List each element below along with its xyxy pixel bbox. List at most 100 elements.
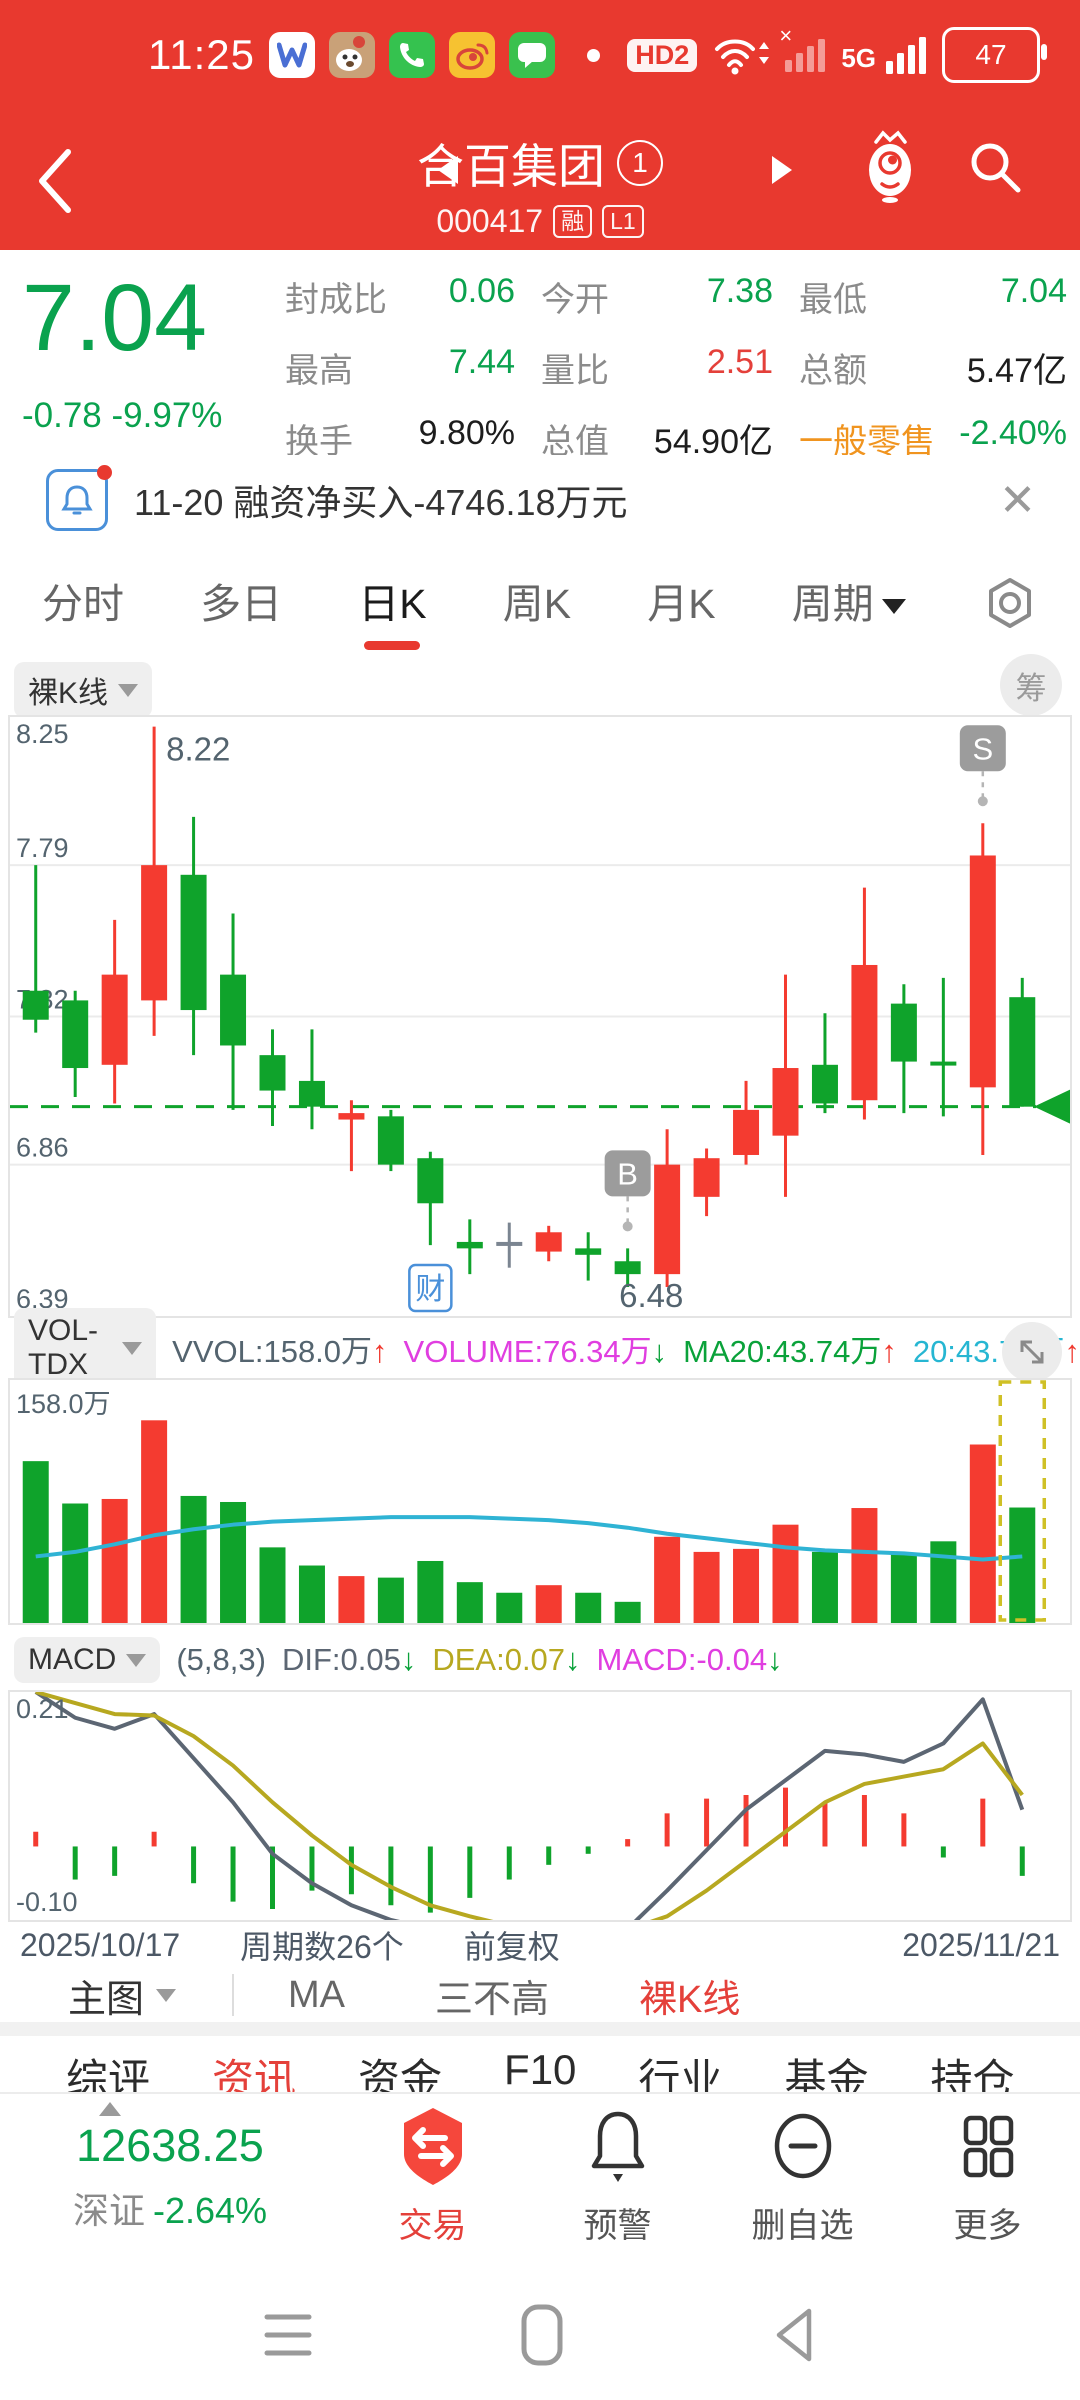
volume-bar — [772, 1524, 799, 1623]
volume-chart[interactable]: 158.0万 — [8, 1378, 1072, 1625]
dif-value: DIF:0.05↓ — [281, 1642, 417, 1677]
price-change: -0.78 -9.97% — [22, 396, 223, 435]
candle-body — [338, 1113, 365, 1120]
next-stock-arrow[interactable] — [772, 156, 792, 184]
candle-body — [969, 855, 996, 1088]
quote-field-industry[interactable]: 一般零售 -2.40% — [799, 414, 1067, 461]
volume-bar — [22, 1461, 49, 1623]
news-ticker[interactable]: 11-20 融资净买入-4746.18万元 ✕ — [0, 455, 1080, 547]
candle-body — [811, 1064, 838, 1104]
candle-body — [733, 1109, 760, 1155]
more-button[interactable]: 更多 — [895, 2094, 1080, 2272]
nav-back-icon[interactable] — [771, 2305, 817, 2365]
nav-menu-icon[interactable] — [263, 2309, 313, 2361]
tab-weekly-k[interactable]: 周K — [502, 580, 572, 627]
tab-f10[interactable]: F10 — [504, 2046, 577, 2093]
trade-icon — [395, 2104, 471, 2190]
alert-button[interactable]: 预警 — [525, 2094, 710, 2272]
candle-body — [141, 865, 168, 1001]
candle-body — [535, 1232, 562, 1252]
quote-panel: 7.04 -0.78 -9.97% 封成比 0.06 今开 7.38 最低 7.04 … — [0, 250, 1080, 461]
tab-fenshi[interactable]: 分时 — [42, 580, 124, 627]
main-figure-dropdown[interactable]: 主图 — [68, 1968, 177, 2023]
alert-bell-icon — [580, 2104, 656, 2190]
wifi-icon — [713, 33, 770, 77]
tab-daily-k[interactable]: 日K — [358, 570, 426, 636]
timeline-adjust: 前复权 — [463, 1929, 560, 1965]
overlay-option-ma[interactable]: MA — [288, 1973, 346, 2016]
candle-body — [101, 974, 128, 1065]
notification-app-icon-phone — [389, 32, 435, 78]
section-divider — [0, 2022, 1080, 2036]
tab-duori[interactable]: 多日 — [200, 580, 283, 627]
candle-body — [62, 1000, 89, 1069]
macd-indicator-dropdown[interactable]: MACD — [14, 1637, 161, 1683]
tab-monthly-k[interactable]: 月K — [647, 580, 716, 627]
tab-period-dropdown[interactable]: 周期 — [792, 570, 906, 636]
candle-body — [220, 974, 247, 1046]
sim1-signal-icon: × — [779, 23, 826, 72]
chart-settings-icon[interactable] — [982, 575, 1038, 631]
volume-bar — [101, 1498, 128, 1623]
candle-body — [417, 1158, 444, 1204]
main-figure-toolbar: 主图 MA 三不高 裸K线 — [0, 1968, 1080, 2022]
index-toggle-arrow-icon — [99, 2102, 121, 2116]
volume-header: VOL-TDX VVOL:158.0万↑ VOLUME:76.34万↓ MA20… — [0, 1308, 1080, 1388]
sim2-signal-5g-icon: 5G — [841, 36, 926, 74]
volume-bar — [338, 1576, 365, 1623]
volume-bar — [693, 1551, 720, 1623]
trade-marker-badge — [959, 725, 1006, 772]
search-icon[interactable] — [964, 136, 1026, 198]
dea-value: DEA:0.07↓ — [432, 1642, 581, 1677]
volume-bar — [180, 1495, 207, 1623]
clock: 11:25 — [148, 31, 255, 78]
news-close-icon[interactable]: ✕ — [999, 475, 1036, 525]
volume-bar — [969, 1444, 996, 1623]
minus-circle-icon — [765, 2104, 841, 2190]
prev-stock-arrow[interactable] — [438, 156, 458, 184]
stock-code: 000417 — [436, 203, 544, 239]
y-axis-label: 8.25 — [16, 719, 69, 749]
macd-header: MACD (5,8,3) DIF:0.05↓ DEA:0.07↓ MACD:-0… — [0, 1630, 1080, 1690]
notification-app-icon-blue-w — [269, 32, 315, 78]
volume-bar — [377, 1577, 404, 1623]
nav-home-icon[interactable] — [520, 2303, 564, 2367]
macd-chart[interactable]: 0.21 -0.10 — [8, 1690, 1072, 1922]
trade-marker-badge — [604, 1150, 651, 1197]
mascot-assistant-icon[interactable] — [858, 130, 922, 204]
overlay-option-sanbugao[interactable]: 三不高 — [435, 1978, 550, 2021]
candle-body — [693, 1158, 720, 1197]
volume-bar — [733, 1548, 760, 1623]
notification-app-icon-weibo — [449, 32, 495, 78]
chip-distribution-button[interactable]: 筹 — [1000, 654, 1062, 716]
volume-bar — [1009, 1507, 1036, 1623]
volume-bar — [456, 1582, 483, 1623]
quote-field: 总值 54.90亿 — [541, 423, 773, 461]
remove-watchlist-button[interactable]: 删自选 — [710, 2094, 895, 2272]
volume-axis-max: 158.0万 — [16, 1389, 111, 1419]
volume-bar — [614, 1601, 641, 1623]
period-tab-bar: 分时 多日 日K 周K 月K 周期 — [0, 545, 1080, 660]
divider — [232, 1974, 235, 2016]
candle-body — [614, 1261, 641, 1275]
volume-bar — [654, 1536, 681, 1623]
event-badge-label: 财 — [415, 1273, 445, 1306]
market-index-block[interactable]: 12638.25 深证 -2.64% — [0, 2094, 340, 2272]
chevron-down-icon — [122, 1341, 143, 1355]
candle-body — [890, 1003, 917, 1062]
candle-body — [496, 1241, 523, 1246]
price-annotation: 8.22 — [166, 731, 230, 768]
overlay-option-naked-k[interactable]: 裸K线 — [639, 1978, 741, 2021]
back-button[interactable] — [34, 146, 76, 216]
status-bar: 11:25 HD2 × — [0, 0, 1080, 110]
vvol-value: VVOL:158.0万↑ — [172, 1333, 388, 1369]
main-overlay-dropdown[interactable]: 裸K线 — [14, 662, 153, 718]
y-axis-label: 6.86 — [16, 1133, 69, 1163]
candle-body — [575, 1248, 602, 1255]
expand-chart-icon[interactable] — [1002, 1322, 1062, 1382]
quote-field: 封成比 0.06 — [285, 272, 515, 319]
trade-button[interactable]: 交易 — [340, 2094, 525, 2272]
timeline-end: 2025/11/21 — [902, 1926, 1060, 1963]
volume-indicator-dropdown[interactable]: VOL-TDX — [14, 1308, 157, 1388]
